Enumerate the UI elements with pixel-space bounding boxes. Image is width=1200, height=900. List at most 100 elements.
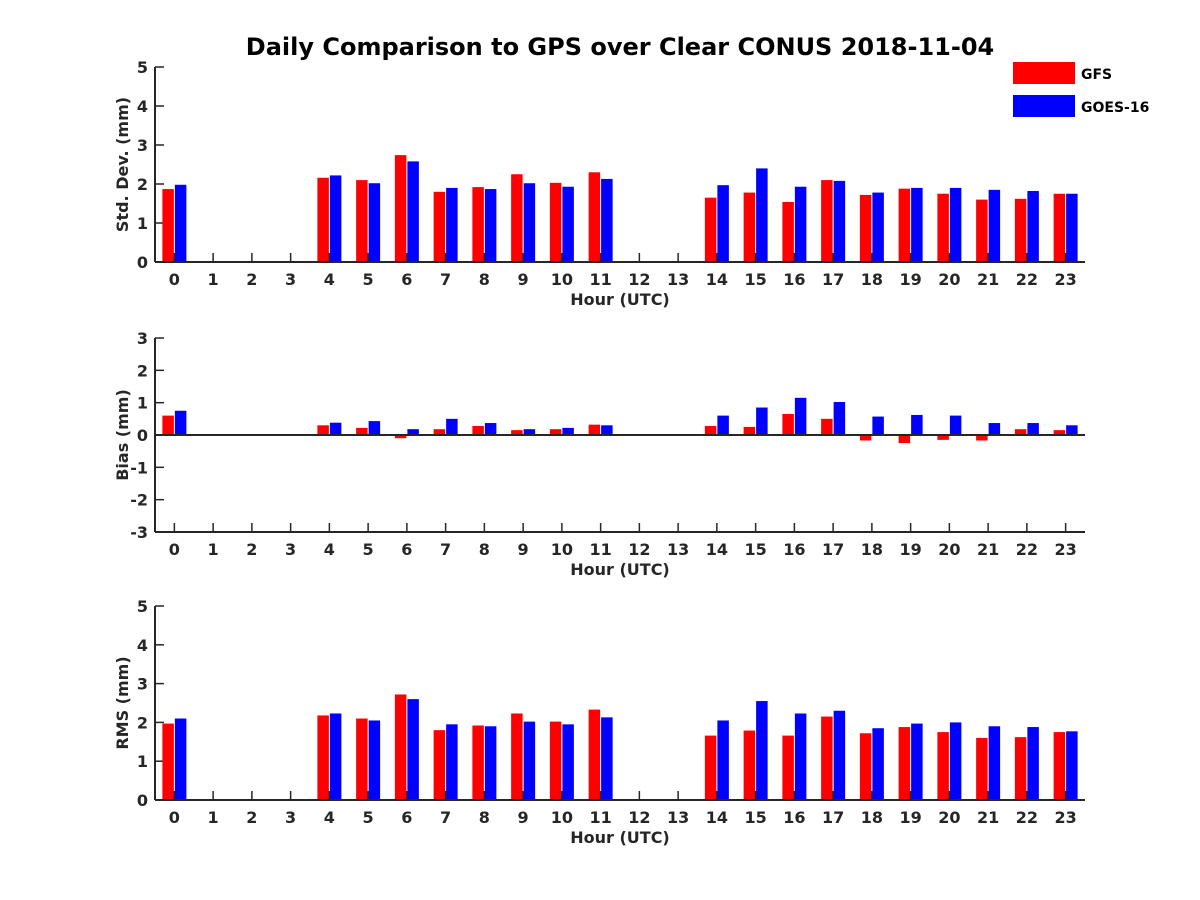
bar-gfs-hour-19 — [898, 188, 911, 262]
bar-gfs-hour-6 — [394, 155, 407, 262]
bar-gfs-hour-15 — [743, 730, 756, 800]
x-tick-label: 8 — [479, 540, 490, 559]
x-tick-label: 12 — [628, 808, 650, 827]
bar-goes16-hour-4 — [329, 422, 342, 435]
y-tick-label: 3 — [137, 329, 148, 348]
bar-gfs-hour-17 — [821, 418, 833, 435]
y-tick-label: 0 — [137, 791, 148, 810]
x-tick-label: 3 — [285, 808, 296, 827]
bar-gfs-hour-7 — [433, 429, 446, 435]
bar-goes16-hour-10 — [562, 186, 574, 262]
x-tick-label: 2 — [246, 270, 257, 289]
bar-goes16-hour-21 — [988, 423, 1001, 435]
x-axis-label: Hour (UTC) — [570, 828, 670, 847]
x-tick-label: 21 — [977, 808, 999, 827]
x-tick-label: 9 — [518, 270, 529, 289]
x-tick-label: 9 — [518, 808, 529, 827]
x-tick-label: 11 — [589, 270, 611, 289]
bar-gfs-hour-18 — [859, 733, 872, 800]
bar-goes16-hour-5 — [368, 421, 381, 435]
x-tick-label: 0 — [169, 808, 180, 827]
bar-gfs-hour-16 — [782, 201, 794, 262]
bar-gfs-hour-10 — [549, 429, 562, 435]
chart-title: Daily Comparison to GPS over Clear CONUS… — [246, 33, 994, 61]
bar-gfs-hour-21 — [976, 435, 988, 441]
y-tick-label: 0 — [137, 253, 148, 272]
x-tick-label: 17 — [822, 808, 844, 827]
bar-gfs-hour-14 — [704, 735, 717, 800]
bar-gfs-hour-6 — [394, 694, 407, 800]
bar-goes16-hour-23 — [1066, 193, 1078, 262]
x-tick-label: 7 — [440, 808, 451, 827]
y-tick-label: 4 — [137, 97, 148, 116]
x-tick-label: 3 — [285, 270, 296, 289]
bar-goes16-hour-18 — [872, 192, 884, 262]
bar-gfs-hour-8 — [472, 187, 484, 262]
bar-goes16-hour-22 — [1027, 191, 1039, 262]
bar-gfs-hour-14 — [704, 197, 717, 262]
bar-goes16-hour-5 — [368, 720, 381, 800]
bar-goes16-hour-17 — [833, 180, 846, 262]
bar-goes16-hour-23 — [1066, 731, 1078, 800]
y-tick-label: 5 — [137, 597, 148, 616]
x-tick-label: 18 — [861, 808, 883, 827]
x-tick-label: 4 — [324, 270, 335, 289]
y-axis-label: Bias (mm) — [113, 389, 132, 481]
y-tick-label: -2 — [130, 491, 148, 510]
bar-gfs-hour-23 — [1053, 430, 1066, 435]
bar-goes16-hour-0 — [174, 184, 187, 262]
x-tick-label: 19 — [899, 270, 921, 289]
x-tick-label: 20 — [938, 540, 960, 559]
bar-goes16-hour-11 — [601, 717, 613, 800]
bar-gfs-hour-4 — [317, 177, 329, 262]
x-tick-label: 11 — [589, 808, 611, 827]
x-tick-label: 16 — [783, 540, 805, 559]
bar-gfs-hour-0 — [162, 189, 174, 262]
legend-label-goes16: GOES-16 — [1081, 100, 1149, 116]
bar-goes16-hour-6 — [407, 699, 419, 800]
bar-goes16-hour-5 — [368, 183, 381, 262]
bar-goes16-hour-10 — [562, 724, 574, 800]
bar-gfs-hour-15 — [743, 426, 756, 435]
y-tick-label: -3 — [130, 523, 148, 542]
bar-goes16-hour-18 — [872, 416, 884, 435]
x-tick-label: 14 — [706, 270, 728, 289]
x-tick-label: 19 — [899, 808, 921, 827]
bar-gfs-hour-16 — [782, 413, 794, 435]
x-tick-label: 8 — [479, 808, 490, 827]
bar-goes16-hour-15 — [756, 701, 768, 800]
y-tick-label: 5 — [137, 58, 148, 77]
y-tick-label: 2 — [137, 713, 148, 732]
bar-gfs-hour-17 — [821, 716, 833, 800]
bar-gfs-hour-21 — [976, 199, 988, 262]
bar-gfs-hour-11 — [588, 172, 601, 262]
bar-goes16-hour-19 — [911, 414, 923, 435]
x-tick-label: 1 — [208, 808, 219, 827]
y-axis-label: RMS (mm) — [113, 656, 132, 749]
bar-gfs-hour-20 — [937, 193, 949, 262]
y-tick-label: 1 — [137, 394, 148, 413]
bar-goes16-hour-20 — [949, 415, 962, 435]
bar-goes16-hour-17 — [833, 710, 846, 800]
bar-gfs-hour-23 — [1053, 732, 1066, 800]
x-tick-label: 10 — [551, 540, 573, 559]
bar-gfs-hour-19 — [898, 435, 911, 444]
y-tick-label: 0 — [137, 426, 148, 445]
bar-gfs-hour-20 — [937, 435, 949, 440]
x-tick-label: 0 — [169, 540, 180, 559]
bar-gfs-hour-15 — [743, 192, 756, 262]
legend-swatch-goes16 — [1013, 95, 1075, 117]
x-tick-label: 1 — [208, 270, 219, 289]
x-tick-label: 7 — [440, 270, 451, 289]
bar-gfs-hour-21 — [976, 737, 988, 800]
bar-gfs-hour-4 — [317, 425, 329, 435]
bar-goes16-hour-7 — [446, 418, 458, 435]
bar-goes16-hour-11 — [601, 178, 613, 262]
x-tick-label: 5 — [363, 808, 374, 827]
x-tick-label: 15 — [744, 270, 766, 289]
x-tick-label: 13 — [667, 808, 689, 827]
x-tick-label: 23 — [1054, 270, 1076, 289]
bar-gfs-hour-22 — [1014, 429, 1027, 435]
x-tick-label: 15 — [744, 540, 766, 559]
